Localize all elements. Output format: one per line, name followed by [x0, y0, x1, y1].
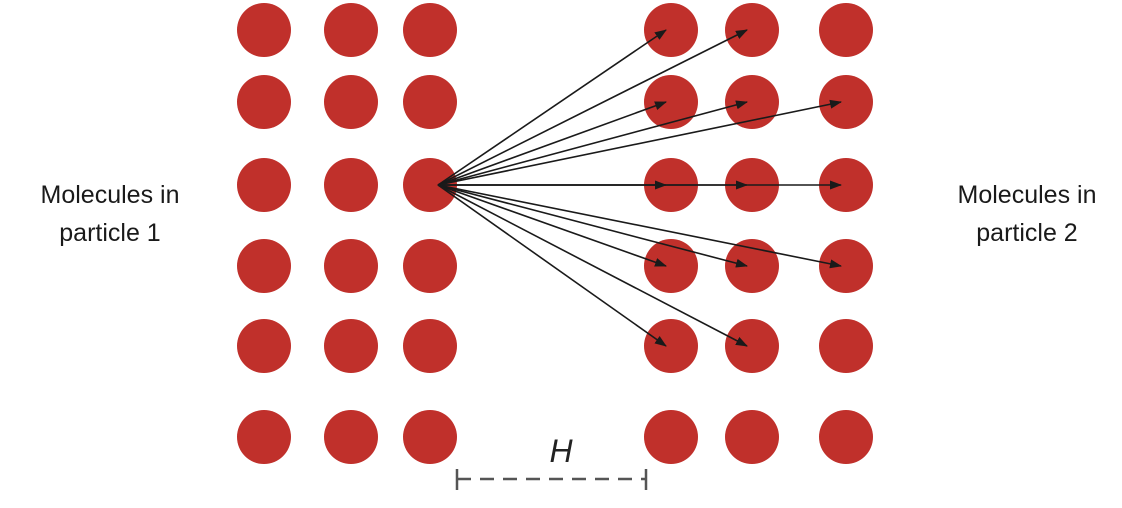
particle-1-molecule-r4-c3 [403, 239, 457, 293]
particle-1-molecule-r6-c2 [324, 410, 378, 464]
gap-label-h: H [549, 433, 573, 469]
particle-2-molecule-r3-c3 [819, 158, 873, 212]
interaction-arrow-r2-c1 [437, 101, 667, 186]
particle-1-molecule-r1-c3 [403, 3, 457, 57]
particle-2-molecule-r1-c2 [725, 3, 779, 57]
particle-1-molecule-r2-c1 [237, 75, 291, 129]
interaction-arrow-r1-c2 [437, 29, 748, 186]
interaction-arrow-r2-c2 [437, 100, 748, 186]
particle-2-molecule-r4-c2 [725, 239, 779, 293]
particle-2-molecule-r2-c1 [644, 75, 698, 129]
particle-2-label-line2: particle 2 [976, 219, 1077, 247]
particle-1-molecule-r5-c1 [237, 319, 291, 373]
particle-1-molecule-r5-c3 [403, 319, 457, 373]
particle-1-molecules [237, 3, 457, 464]
particle-2-molecule-r4-c1 [644, 239, 698, 293]
interaction-arrow-r5-c2 [437, 184, 748, 347]
particle-1-molecule-r3-c2 [324, 158, 378, 212]
particle-1-label: Molecules in particle 1 [41, 181, 180, 247]
particle-2-molecule-r4-c3 [819, 239, 873, 293]
particle-2-label-line1: Molecules in [958, 181, 1097, 209]
interaction-arrow-r5-c1 [437, 184, 667, 347]
particle-2-molecule-r6-c2 [725, 410, 779, 464]
particle-1-molecule-r6-c1 [237, 410, 291, 464]
particle-2-molecule-r6-c3 [819, 410, 873, 464]
particle-2-molecule-r2-c2 [725, 75, 779, 129]
particle-1-molecule-r1-c2 [324, 3, 378, 57]
particle-1-molecule-r6-c3 [403, 410, 457, 464]
particle-2-molecule-r5-c2 [725, 319, 779, 373]
particle-2-molecule-r5-c3 [819, 319, 873, 373]
interaction-arrow-r4-c2 [437, 184, 748, 268]
particle-1-molecule-r2-c3 [403, 75, 457, 129]
particle-1-molecule-r4-c1 [237, 239, 291, 293]
particle-1-label-line2: particle 1 [59, 219, 160, 247]
particle-2-molecule-r2-c3 [819, 75, 873, 129]
interaction-arrow-r4-c1 [437, 184, 667, 267]
particle-1-molecule-r4-c2 [324, 239, 378, 293]
particle-1-molecule-r2-c2 [324, 75, 378, 129]
particle-2-molecule-r6-c1 [644, 410, 698, 464]
particle-1-molecule-r3-c1 [237, 158, 291, 212]
particle-1-molecule-r3-c3 [403, 158, 457, 212]
particle-1-molecule-r5-c2 [324, 319, 378, 373]
interaction-arrow-r2-c3 [437, 99, 842, 186]
interaction-arrows [437, 29, 842, 347]
interaction-arrow-r1-c1 [437, 29, 667, 186]
particle-2-molecule-r1-c3 [819, 3, 873, 57]
particle-1-molecule-r1-c1 [237, 3, 291, 57]
interaction-arrow-r4-c3 [437, 184, 842, 269]
particle-1-label-line1: Molecules in [41, 181, 180, 209]
particle-2-molecule-r1-c1 [644, 3, 698, 57]
particle-2-molecule-r5-c1 [644, 319, 698, 373]
gap-dimension: H [455, 433, 648, 490]
particle-2-label: Molecules in particle 2 [958, 181, 1097, 247]
